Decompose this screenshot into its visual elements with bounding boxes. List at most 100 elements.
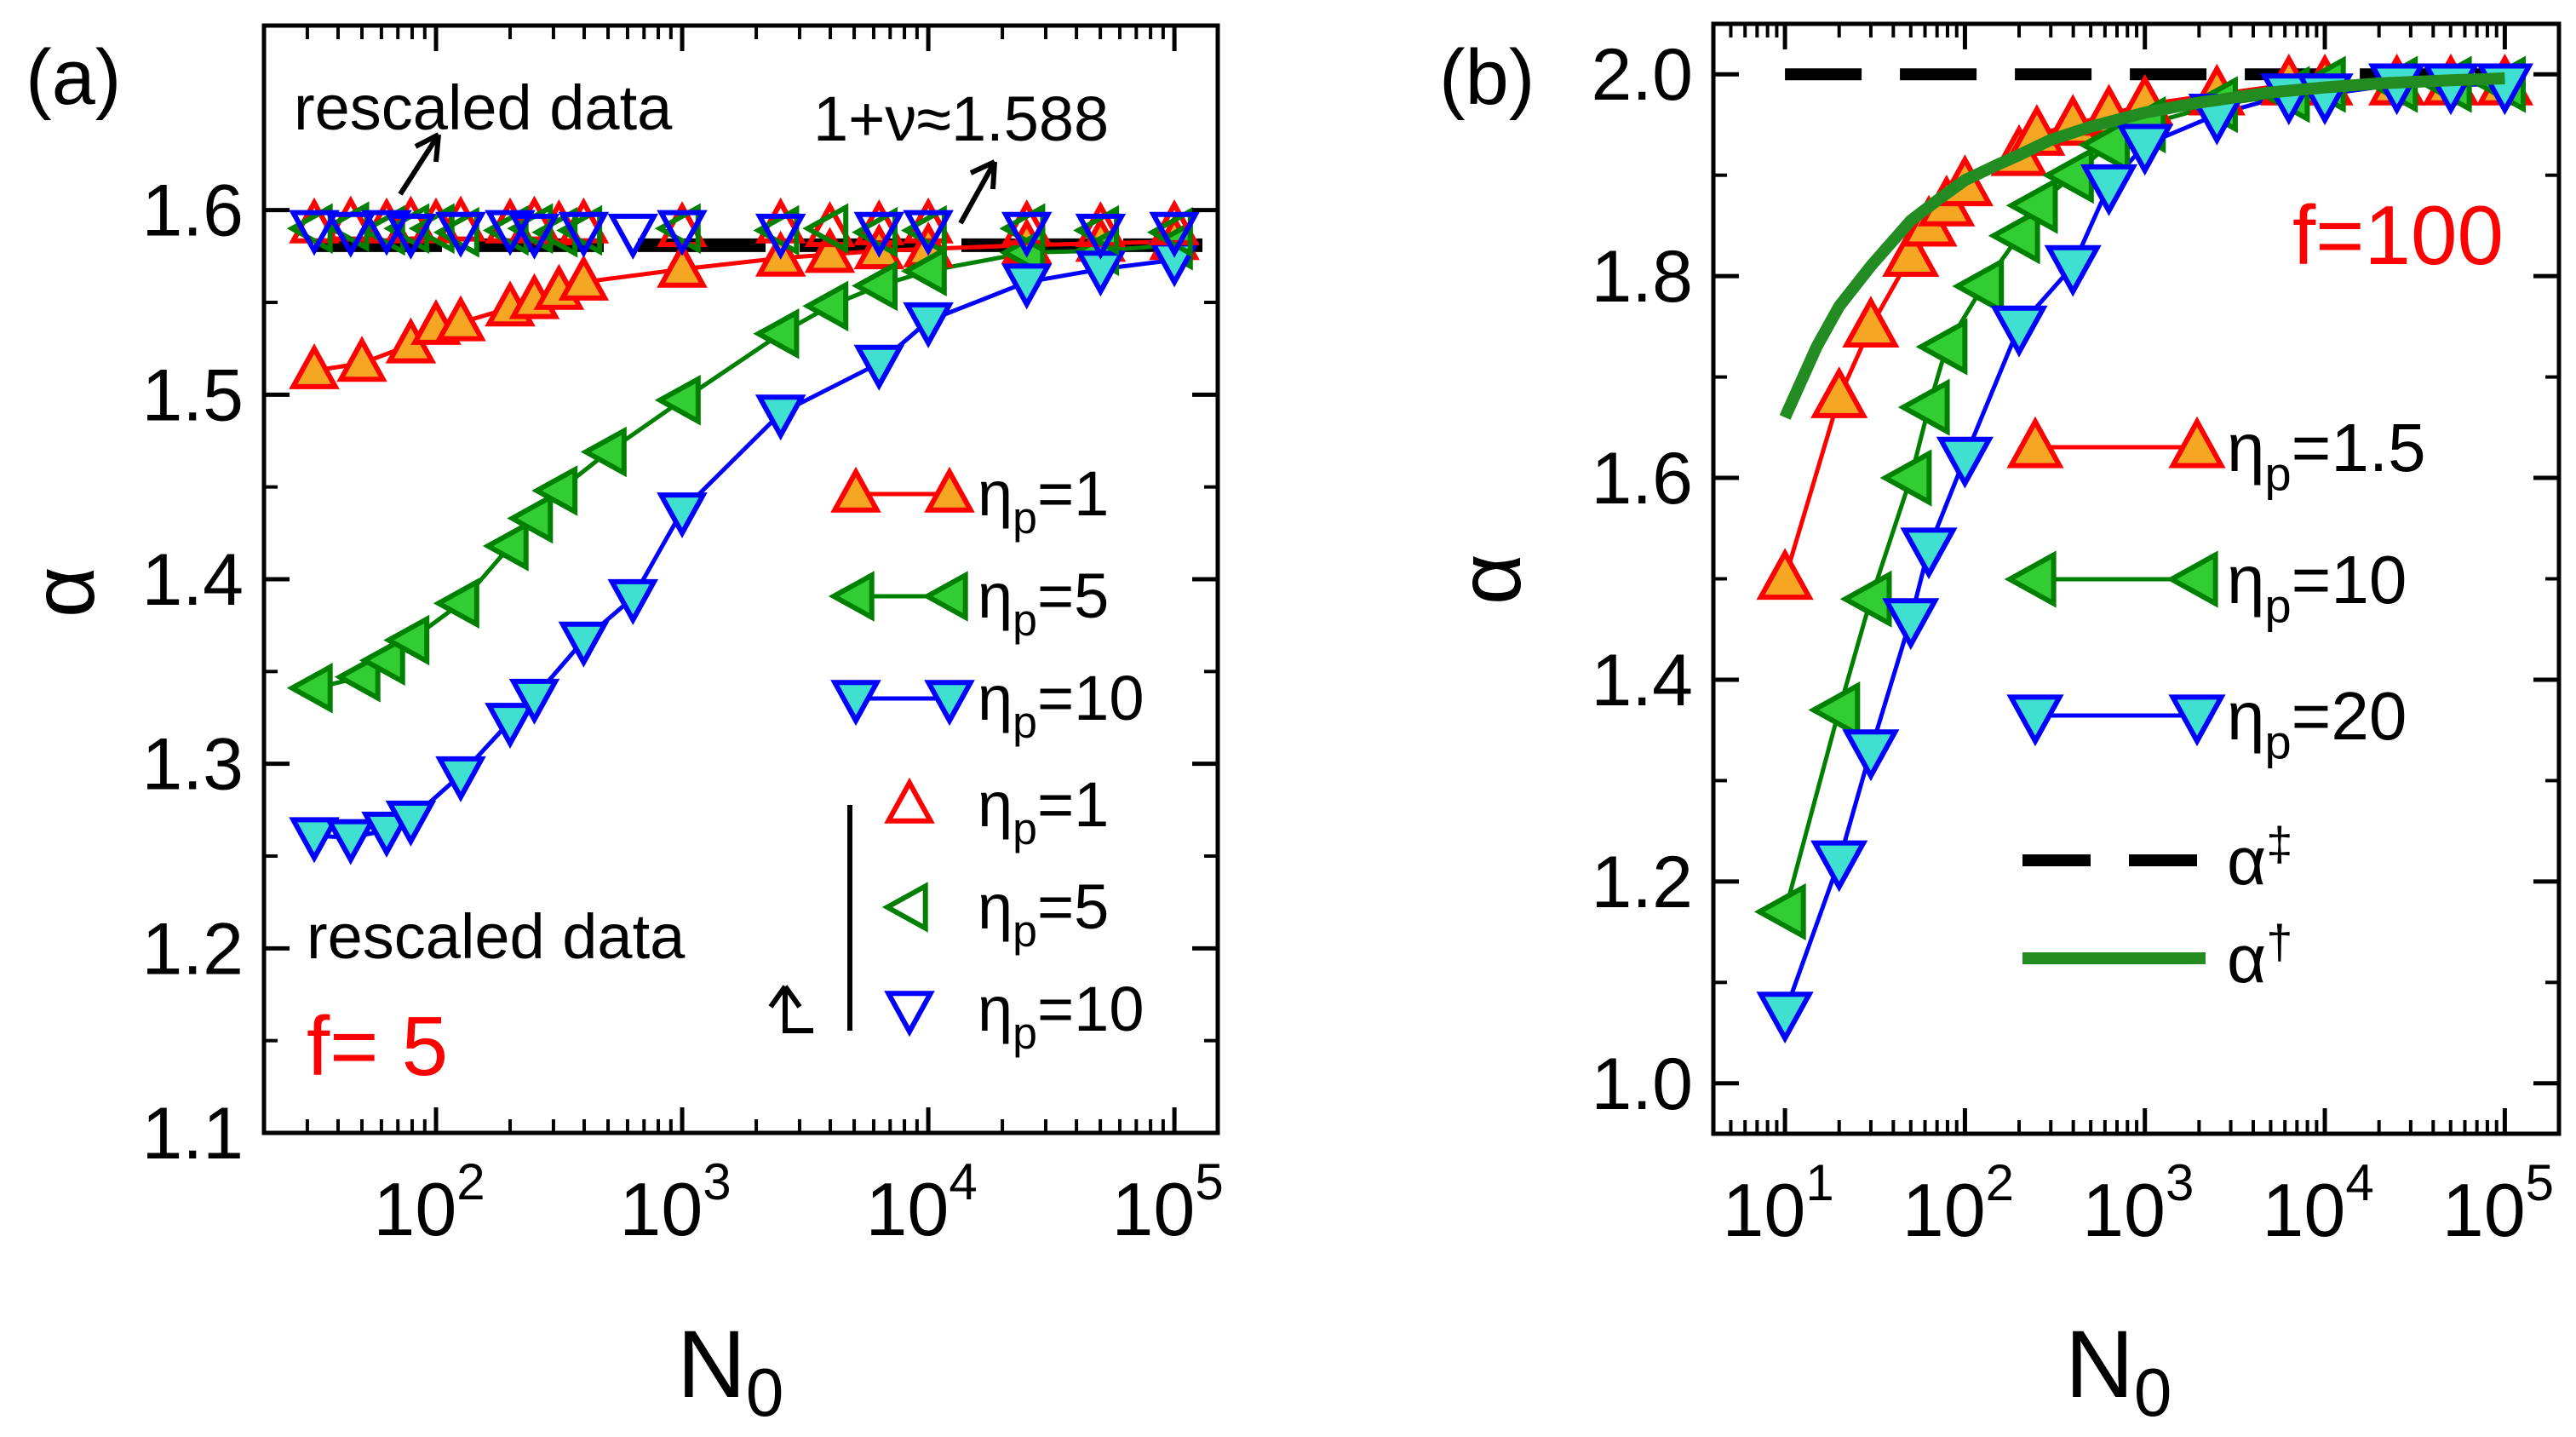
data-point — [607, 213, 659, 260]
legend-label: ηp=10 — [978, 663, 1145, 747]
data-point — [558, 621, 610, 668]
data-point — [657, 210, 708, 256]
x-tick-exp: 5 — [2526, 1154, 2554, 1211]
legend-marker — [2166, 550, 2218, 608]
data-point — [289, 817, 340, 864]
legend-label: ηp=1 — [978, 458, 1109, 543]
legend-symbol: η — [2227, 542, 2265, 618]
y-tick-label: 1.2 — [1591, 842, 1693, 923]
data-point — [853, 211, 905, 258]
data-point — [754, 394, 806, 441]
data-point — [556, 204, 603, 256]
x-tick-exp: 4 — [2345, 1154, 2373, 1211]
data-point — [903, 302, 954, 348]
data-point — [853, 344, 905, 391]
panel-a-ylabel: α — [14, 566, 113, 618]
x-tick-label: 102 — [373, 1153, 485, 1251]
data-point — [1952, 257, 2005, 315]
legend-symbol: η — [2227, 410, 2265, 486]
data-point — [657, 492, 708, 539]
x-tick-base: 10 — [1902, 1168, 1986, 1252]
x-tick-base: 10 — [2442, 1168, 2526, 1252]
legend-symbol: η — [978, 769, 1013, 840]
data-point — [507, 492, 554, 544]
legend-entry: ηp=5 — [828, 560, 1109, 645]
data-point — [1879, 449, 1932, 507]
x-tick-base: 10 — [1111, 1167, 1195, 1251]
y-tick-label: 1.4 — [141, 539, 244, 621]
panel-a-xlabel-sub: 0 — [746, 1354, 784, 1430]
data-point — [804, 201, 856, 248]
data-point — [435, 211, 486, 258]
x-tick-base: 10 — [2082, 1168, 2166, 1252]
panel-a-data-layer — [286, 195, 1203, 865]
legend-marker — [830, 680, 881, 727]
data-point — [558, 254, 610, 301]
y-tick-label: 1.6 — [1591, 438, 1693, 520]
x-tick-exp: 2 — [1986, 1154, 2014, 1211]
data-point — [334, 652, 381, 703]
data-point — [325, 819, 376, 865]
y-tick-label: 1.2 — [141, 908, 244, 990]
data-point — [359, 635, 405, 687]
data-point — [1988, 207, 2040, 265]
x-tick-base: 10 — [373, 1167, 456, 1251]
legend-marker — [2006, 416, 2064, 468]
legend-tail: =5 — [1037, 871, 1109, 942]
legend-marker — [884, 777, 935, 824]
x-tick-label: 101 — [1722, 1154, 1833, 1252]
alpha-dagger-curve — [1779, 72, 2505, 420]
legend-tail: =10 — [1037, 974, 1145, 1044]
x-tick-base: 10 — [619, 1167, 703, 1251]
data-point — [2116, 124, 2174, 176]
legend-marker — [2168, 694, 2226, 747]
panel-a-note-rescaled-lower: rescaled data — [307, 901, 686, 972]
data-point — [508, 213, 560, 260]
y-tick-label: 1.8 — [1591, 236, 1693, 318]
data-point — [1842, 729, 1900, 782]
x-tick-label: 104 — [865, 1153, 977, 1251]
data-point — [2078, 116, 2131, 174]
data-point — [1810, 840, 1868, 893]
data-point — [903, 210, 954, 256]
y-tick-label: 1.0 — [1591, 1043, 1693, 1125]
data-point — [289, 342, 340, 389]
data-point — [657, 201, 708, 248]
legend-label: ηp=20 — [2227, 678, 2407, 768]
data-point — [383, 614, 430, 666]
data-point — [1842, 296, 1900, 348]
panel-b-label: (b) — [1439, 34, 1535, 121]
legend-entry: α‡ — [2022, 817, 2292, 899]
legend-symbol: η — [978, 560, 1013, 631]
panel-b-f-label: f=100 — [2292, 188, 2504, 282]
x-tick-exp: 5 — [1195, 1153, 1223, 1210]
data-point — [2005, 176, 2058, 234]
data-point — [654, 375, 701, 426]
legend-marker — [881, 882, 928, 933]
data-point — [289, 210, 340, 256]
data-point — [1001, 211, 1053, 258]
data-point — [1756, 548, 1814, 601]
x-tick-label: 103 — [2082, 1154, 2194, 1252]
y-tick-label: 2.0 — [1591, 34, 1693, 116]
data-point — [325, 211, 376, 258]
panel-a-arrow-upper — [398, 132, 441, 196]
y-tick-label: 1.6 — [141, 170, 244, 252]
panel-a-note-nu: 1+ν≈1.588 — [813, 83, 1109, 154]
legend-label: ηp=1 — [978, 769, 1109, 854]
legend-symbol: η — [978, 974, 1013, 1044]
legend-label: α‡ — [2227, 817, 2292, 899]
data-point — [1810, 366, 1868, 418]
legend-entry: ηp=10 — [884, 974, 1145, 1058]
legend-sub: p — [1013, 493, 1037, 543]
legend-marker — [830, 466, 881, 513]
panel-a-label: (a) — [26, 34, 121, 121]
x-tick-base: 10 — [865, 1167, 949, 1251]
legend-sub: p — [1013, 1009, 1037, 1058]
legend-tail: =10 — [2292, 542, 2407, 618]
x-tick-label: 103 — [619, 1153, 731, 1251]
data-point — [1990, 305, 2048, 358]
data-point — [852, 260, 898, 312]
